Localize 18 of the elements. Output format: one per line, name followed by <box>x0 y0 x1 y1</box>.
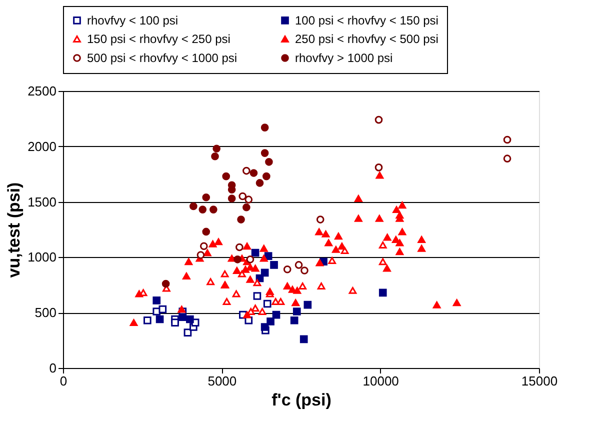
legend-label: 100 psi < rhovfvy < 150 psi <box>295 13 438 28</box>
legend-label: 250 psi < rhovfvy < 500 psi <box>295 32 438 46</box>
x-tick-label: 5000 <box>208 374 237 388</box>
y-tick-label: 2500 <box>28 84 56 98</box>
y-axis-title: vu,test (psi) <box>4 182 24 278</box>
legend-label: 500 psi < rhovfvy < 1000 psi <box>87 51 238 65</box>
y-tick-label: 2000 <box>28 138 56 154</box>
legend-label: rhovfvy < 100 psi <box>87 13 178 28</box>
legend-label: rhovfvy > 1000 psi <box>295 51 393 65</box>
y-tick-label: 1000 <box>28 250 56 265</box>
x-tick-label: 15000 <box>521 374 558 388</box>
y-tick-label: 0 <box>49 360 56 376</box>
legend-label: 150 psi < rhovfvy < 250 psi <box>87 32 230 46</box>
x-tick-label: 0 <box>60 374 68 388</box>
y-tick-label: 500 <box>34 305 56 320</box>
x-axis-title: f'c (psi) <box>272 390 332 410</box>
x-tick-label: 10000 <box>362 374 399 388</box>
y-tick-label: 1500 <box>28 194 56 210</box>
